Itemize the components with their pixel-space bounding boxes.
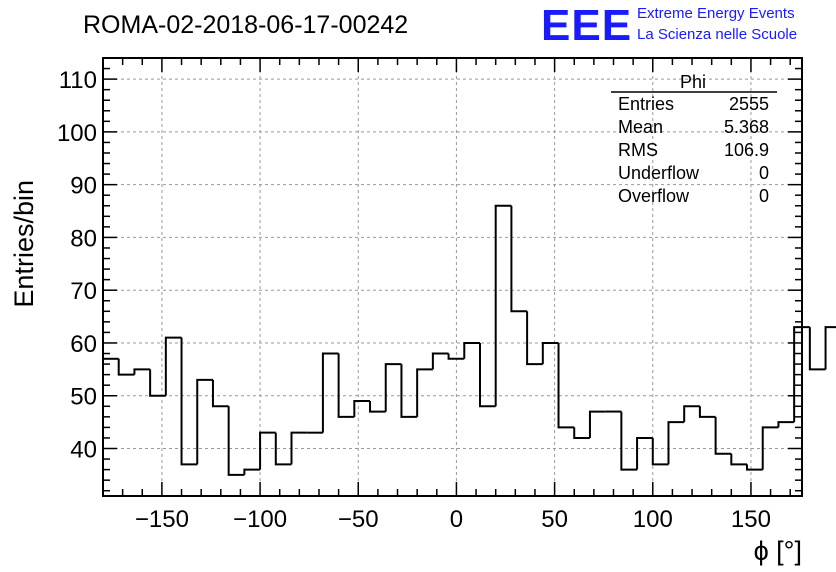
stats-label: RMS [618,140,658,160]
histogram-bin [243,468,261,475]
histogram-bin [698,406,716,418]
histogram-bin [557,342,575,429]
tick-labels: −150 −100 −50 0 50 100 150 40 50 60 70 80 90 100 110 [57,67,771,533]
histogram-bin [384,363,402,412]
logo-mark: EEE [541,1,632,50]
histogram-bin [573,427,590,439]
histogram-bin [117,358,135,376]
histogram-bin [259,431,276,470]
histogram-bin [431,352,449,370]
logo-line-2: La Scienza nelle Scuole [637,26,797,43]
histogram-bin [290,431,308,465]
stats-value: 5.368 [724,117,769,137]
histogram-bin [588,410,606,438]
y-tick-label: 80 [70,225,97,252]
x-tick-label: −50 [338,506,379,533]
grid-lines [103,58,802,496]
y-tick-label: 60 [70,331,97,358]
stats-rows: Entries 2555 Mean 5.368 RMS 106.9 Underflow 0 Ov… [618,94,769,206]
histogram-bin [824,326,836,370]
chart-title: ROMA-02-2018-06-17-00242 [83,11,408,39]
stats-value: 0 [759,163,769,183]
stats-box: Phi Entries 2555 Mean 5.368 RMS 106.9 Underflo… [611,72,777,206]
histogram-bin [353,400,371,417]
y-tick-label: 100 [57,120,97,147]
x-tick-label: −100 [233,506,287,533]
y-tick-label: 110 [59,67,97,94]
stats-label: Underflow [618,163,700,183]
histogram-bin [510,205,528,313]
y-tick-label: 90 [70,173,97,200]
plot-frame [102,57,803,497]
histogram-bin [133,368,151,375]
histogram-bin [808,327,826,371]
histogram-bin [651,437,669,466]
histogram-bin [793,326,810,423]
logo-line-1: Extreme Energy Events [637,5,795,22]
histogram-bin [211,379,229,408]
y-tick-label: 70 [70,278,97,305]
histogram-bin [180,337,198,466]
histogram-bin [494,204,512,407]
histogram-bin [667,421,685,465]
histogram-bin [746,464,763,471]
histogram-bin [636,436,653,470]
x-tick-label: 0 [450,506,463,533]
histogram-bin [478,342,496,408]
histogram-bin [321,352,339,433]
histogram-bin [400,364,418,418]
histogram-bin [227,406,245,476]
stats-label: Mean [618,117,663,137]
y-tick-label: 40 [70,437,97,464]
stats-value: 0 [759,186,769,206]
x-tick-label: −150 [135,506,189,533]
histogram-bin [620,411,638,471]
x-tick-label: 100 [633,506,673,533]
histogram-bin [447,353,465,360]
histogram-bin [149,369,166,397]
histogram-bin [463,341,480,359]
histogram-bin [730,453,748,466]
x-tick-label: 50 [541,506,568,533]
histogram-bin [337,353,355,418]
histogram-bin [541,341,559,365]
histogram-bin [777,421,795,428]
histogram-bin [683,405,700,423]
histogram-series [103,204,836,476]
stats-label: Entries [618,94,674,114]
histogram-bin [526,311,543,366]
stats-value: 106.9 [724,140,769,160]
eee-logo: EEE Extreme Energy Events La Scienza nel… [541,1,797,50]
histogram-bin [196,378,213,465]
axis-ticks [103,57,802,496]
histogram-bin [416,368,433,417]
histogram-bin [761,426,779,470]
histogram-bin [714,416,732,455]
stats-label: Overflow [618,186,690,206]
x-axis-label: ϕ [°] [754,536,802,566]
stats-box-title: Phi [680,72,706,92]
y-axis-label: Entries/bin [9,180,39,308]
histogram-bin [164,336,182,396]
histogram-bin [369,401,386,413]
histogram-bin [274,432,292,466]
x-tick-label: 150 [731,506,771,533]
stats-value: 2555 [729,94,769,114]
y-tick-label: 50 [70,384,97,411]
